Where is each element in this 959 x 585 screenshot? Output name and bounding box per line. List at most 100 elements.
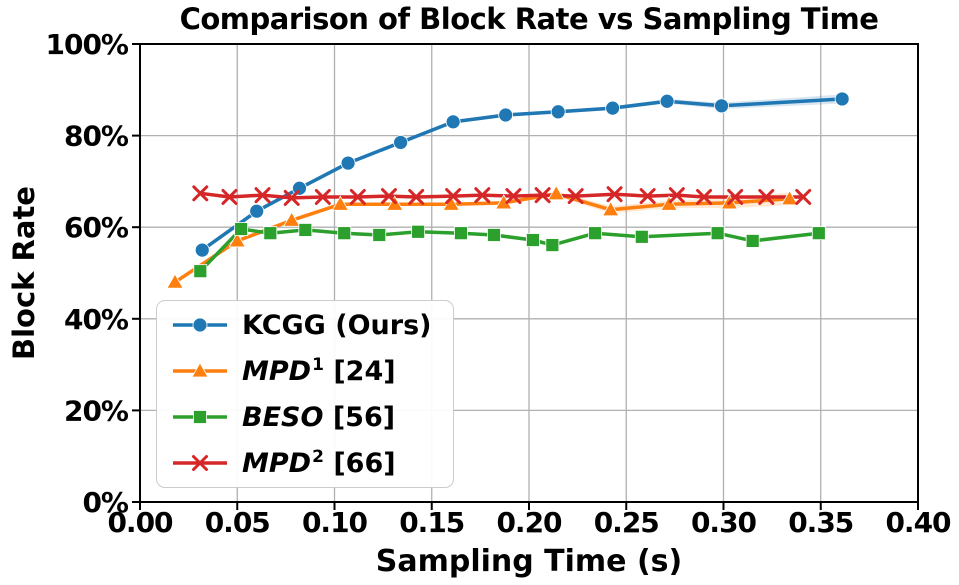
x-marker-icon (668, 187, 685, 204)
y-tick-label: 0% (82, 486, 128, 519)
triangle-marker-icon (228, 232, 246, 248)
x-tick-label: 0.15 (399, 506, 464, 539)
square-marker-icon (634, 229, 649, 244)
y-tick-label: 80% (64, 120, 129, 153)
circle-marker-icon (249, 203, 265, 219)
square-marker-icon (411, 224, 426, 239)
circle-marker-icon (393, 135, 409, 150)
legend-marker-triangle-icon (173, 362, 227, 378)
x-marker-icon (445, 188, 462, 205)
x-marker-icon (349, 188, 366, 205)
square-marker-icon (487, 228, 501, 242)
series-band-kcgg (202, 94, 843, 252)
y-tick-label: 100% (45, 28, 128, 61)
circle-marker-icon (550, 104, 566, 120)
legend-label-mpd2: MPD2 [66] (242, 446, 396, 479)
square-marker-icon (710, 226, 725, 241)
x-marker-icon (534, 187, 551, 204)
x-tick-label: 0.20 (496, 506, 562, 539)
square-marker-icon (545, 238, 560, 252)
x-tick-label: 0.35 (788, 506, 853, 539)
x-marker-icon (758, 188, 775, 205)
x-tick-label: 0.00 (107, 506, 173, 539)
x-marker-icon (254, 187, 271, 204)
x-marker-icon (727, 188, 744, 205)
series-markers-mpd2 (192, 185, 812, 206)
series-line-kcgg (200, 97, 844, 252)
triangle-marker-icon (331, 195, 350, 211)
x-axis-label: Sampling Time (s) (375, 544, 683, 579)
square-marker-icon (525, 233, 540, 247)
x-marker-icon (408, 188, 425, 205)
circle-marker-icon (605, 100, 621, 116)
legend-item-kcgg: KCGG (Ours) (171, 302, 439, 348)
chart-title: Comparison of Block Rate vs Sampling Tim… (179, 2, 879, 36)
circle-marker-icon (340, 155, 356, 171)
x-marker-icon (606, 186, 623, 203)
y-tick-label: 40% (64, 303, 129, 336)
square-marker-icon (337, 226, 352, 241)
square-marker-icon (454, 226, 468, 241)
y-tick-label: 60% (64, 211, 129, 244)
x-marker-icon (795, 188, 812, 205)
circle-marker-icon (498, 107, 514, 123)
triangle-marker-icon (547, 184, 565, 201)
square-marker-icon (193, 410, 207, 424)
x-marker-icon (474, 187, 491, 204)
legend-label-italic-part: MPD (242, 447, 312, 479)
legend-label-superscript: 1 (312, 354, 324, 375)
x-tick-label: 0.25 (594, 506, 659, 539)
triangle-marker-icon (191, 362, 209, 378)
circle-marker-icon (192, 317, 208, 333)
legend-marker-circle-icon (173, 317, 227, 333)
x-tick-label: 0.40 (885, 506, 951, 539)
square-marker-icon (193, 264, 208, 279)
x-marker-icon (221, 188, 238, 205)
triangle-marker-icon (602, 200, 620, 217)
series-markers-mpd1 (166, 184, 799, 289)
circle-marker-icon (659, 93, 675, 109)
circle-marker-icon (714, 98, 729, 114)
legend: KCGG (Ours) MPD1 [24] BESO [56] MPD2 [66] (156, 300, 454, 488)
legend-label-italic-part: MPD (242, 355, 312, 387)
square-marker-icon (588, 226, 603, 241)
triangle-marker-icon (780, 189, 799, 206)
axis-ticks: 0.00 0.05 0.10 0.15 0.20 0.25 0.30 0.35 0.40 0% 20… (45, 28, 952, 539)
square-marker-icon (811, 226, 826, 241)
legend-item-mpd2: MPD2 [66] (171, 440, 439, 486)
triangle-marker-icon (660, 195, 678, 211)
legend-item-mpd1: MPD1 [24] (171, 348, 439, 394)
triangle-marker-icon (166, 273, 184, 289)
legend-label-italic-part: BESO (242, 401, 324, 433)
legend-marker-x-icon (173, 455, 227, 471)
x-marker-icon (192, 455, 208, 471)
x-marker-icon (192, 185, 209, 202)
legend-label-kcgg: KCGG (Ours) (242, 309, 432, 341)
y-tick-label: 20% (64, 394, 129, 427)
x-tick-label: 0.10 (302, 506, 368, 539)
square-marker-icon (263, 226, 278, 241)
legend-label-beso: BESO [56] (242, 401, 396, 433)
circle-marker-icon (445, 114, 461, 130)
x-marker-icon (639, 188, 656, 205)
square-marker-icon (372, 228, 387, 242)
series-line-mpd2 (198, 191, 805, 200)
series-markers-kcgg (194, 91, 850, 258)
x-marker-icon (283, 189, 300, 206)
x-tick-label: 0.30 (691, 506, 757, 539)
circle-marker-icon (834, 91, 850, 107)
legend-marker-square-icon (173, 410, 227, 424)
legend-label-superscript: 2 (312, 446, 324, 467)
x-marker-icon (380, 188, 397, 205)
square-marker-icon (234, 222, 249, 236)
square-marker-icon (298, 223, 313, 237)
legend-item-beso: BESO [56] (171, 394, 439, 440)
x-marker-icon (567, 188, 584, 205)
x-marker-icon (314, 188, 331, 205)
x-marker-icon (505, 188, 522, 205)
circle-marker-icon (194, 242, 210, 258)
square-marker-icon (745, 234, 760, 248)
x-tick-label: 0.05 (205, 506, 270, 539)
